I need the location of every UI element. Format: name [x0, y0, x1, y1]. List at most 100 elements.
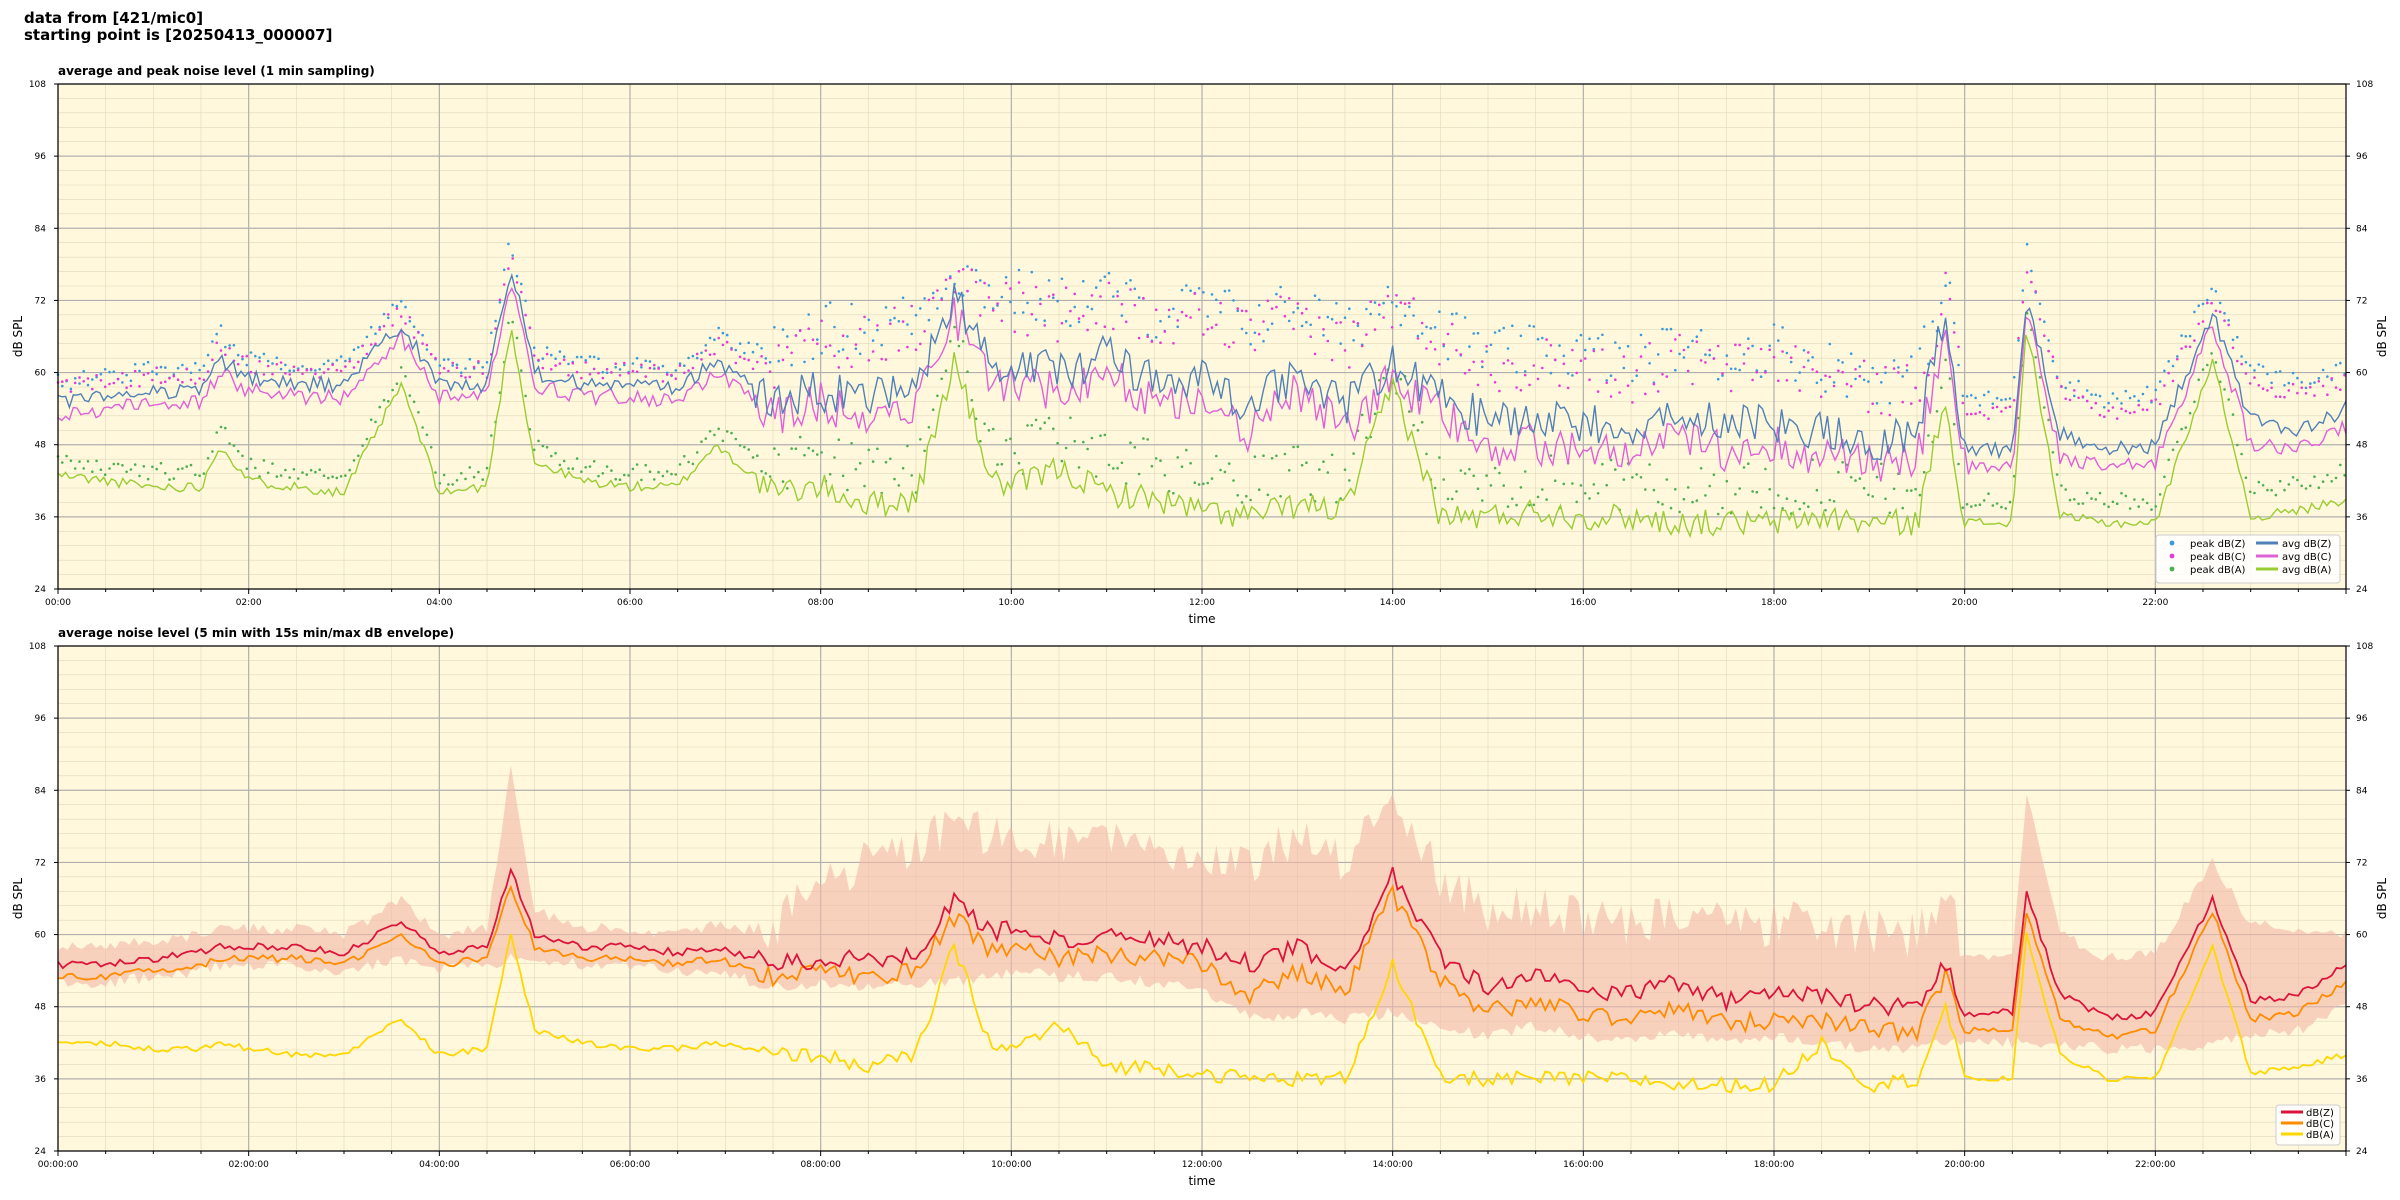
peak-point	[1884, 497, 1887, 501]
peak-point	[1039, 427, 1042, 430]
peak-point	[919, 342, 922, 346]
peak-point	[635, 370, 639, 374]
peak-point	[919, 307, 922, 310]
peak-point	[1232, 341, 1235, 344]
peak-point	[404, 375, 407, 378]
peak-point	[361, 344, 364, 348]
peak-point	[1588, 497, 1591, 500]
peak-point	[1871, 366, 1874, 370]
peak-point	[524, 299, 527, 303]
peak-point	[502, 268, 506, 272]
peak-point	[2038, 302, 2042, 306]
peak-point	[515, 336, 519, 340]
peak-point	[1399, 377, 1403, 381]
peak-point	[1729, 389, 1733, 393]
peak-point	[2236, 335, 2239, 339]
peak-point	[1721, 506, 1724, 510]
peak-point	[2047, 349, 2050, 353]
peak-point	[953, 325, 956, 329]
peak-point	[743, 357, 746, 361]
peak-point	[228, 442, 231, 445]
peak-point	[854, 347, 858, 351]
peak-point	[880, 357, 883, 361]
peak-point	[910, 332, 913, 336]
peak-point	[1176, 325, 1179, 329]
peak-point	[1270, 307, 1274, 310]
peak-point	[2077, 396, 2080, 400]
peak-point	[588, 355, 592, 358]
peak-point	[215, 431, 218, 434]
peak-point	[858, 352, 862, 356]
peak-point	[194, 382, 197, 385]
x-tick-label: 12:00:00	[1182, 1160, 1223, 1170]
peak-point	[876, 447, 879, 451]
y-tick-label-left: 96	[35, 714, 47, 724]
peak-point	[142, 373, 146, 377]
peak-point	[1832, 384, 1836, 388]
peak-point	[674, 369, 678, 372]
peak-point	[1734, 343, 1737, 347]
peak-point	[880, 343, 883, 347]
peak-point	[65, 379, 68, 382]
peak-point	[339, 475, 343, 478]
peak-point	[1142, 296, 1145, 300]
peak-point	[1528, 383, 1531, 387]
peak-point	[1905, 369, 1909, 372]
peak-point	[1064, 286, 1068, 290]
peak-point	[1180, 310, 1184, 314]
peak-point	[202, 364, 206, 368]
peak-point	[1352, 452, 1355, 455]
peak-point	[1283, 314, 1287, 318]
peak-point	[1995, 396, 1999, 400]
peak-point	[322, 362, 326, 366]
peak-point	[266, 359, 270, 363]
peak-point	[695, 451, 699, 454]
peak-point	[605, 367, 609, 371]
peak-point	[1536, 337, 1540, 341]
peak-point	[1420, 420, 1424, 424]
peak-point	[1583, 348, 1587, 352]
peak-point	[2150, 399, 2153, 403]
peak-point	[502, 283, 506, 286]
peak-point	[743, 351, 746, 355]
peak-point	[1618, 346, 1621, 350]
peak-point	[2309, 385, 2312, 389]
peak-point	[1296, 306, 1300, 310]
peak-point	[382, 312, 386, 316]
peak-point	[966, 265, 969, 268]
peak-point	[331, 363, 334, 367]
peak-point	[1991, 504, 1995, 507]
peak-point	[1463, 316, 1467, 319]
peak-point	[2081, 395, 2085, 398]
peak-point	[2098, 413, 2102, 417]
peak-point	[1841, 361, 1844, 364]
peak-point	[464, 376, 467, 379]
peak-point	[1695, 335, 1699, 339]
peak-point	[1880, 381, 1883, 384]
peak-point	[2184, 345, 2188, 348]
peak-point	[846, 335, 849, 338]
peak-point	[1605, 483, 1608, 487]
peak-point	[155, 366, 158, 370]
peak-point	[1665, 478, 1669, 481]
peak-point	[2231, 346, 2235, 350]
peak-point	[717, 427, 720, 431]
peak-point	[1982, 414, 1986, 417]
peak-point	[991, 307, 995, 310]
peak-point	[395, 304, 399, 308]
peak-point	[1759, 375, 1763, 379]
peak-point	[1575, 500, 1578, 504]
peak-point	[914, 313, 918, 317]
peak-point	[1515, 370, 1518, 374]
peak-point	[1382, 376, 1385, 380]
peak-point	[395, 307, 399, 310]
peak-point	[1566, 386, 1570, 390]
y-tick-label-left: 84	[35, 224, 47, 234]
peak-point	[1738, 343, 1741, 347]
peak-point	[455, 479, 459, 482]
peak-point	[1734, 492, 1737, 496]
peak-point	[1167, 315, 1171, 319]
peak-point	[2266, 488, 2269, 492]
peak-point	[2064, 397, 2067, 401]
peak-point	[1605, 379, 1608, 382]
